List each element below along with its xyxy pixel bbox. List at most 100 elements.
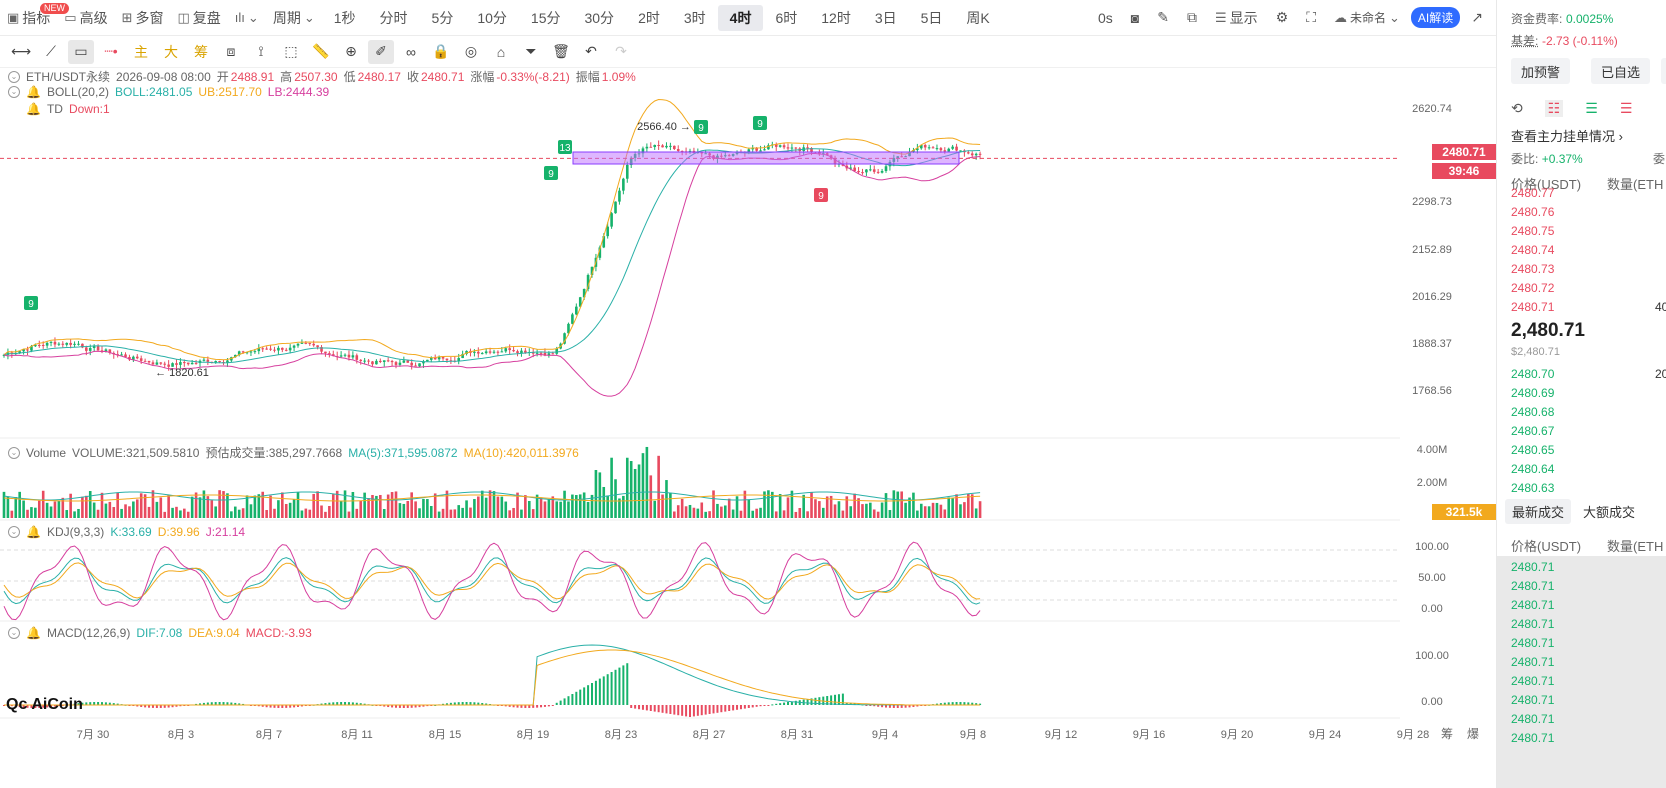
- ruler-icon[interactable]: 📏: [312, 43, 330, 59]
- countdown-toggle[interactable]: 0s: [1097, 9, 1113, 26]
- fullscreen-icon[interactable]: ⛶: [1306, 9, 1316, 25]
- rectangle-icon[interactable]: ▭: [68, 39, 94, 64]
- bid-row[interactable]: 2480.68: [1511, 405, 1555, 419]
- tab-large-trades[interactable]: 大额成交: [1583, 504, 1636, 520]
- pen-icon[interactable]: ✎: [1157, 9, 1169, 25]
- zoom-in-icon[interactable]: ⊕: [345, 43, 357, 59]
- volume-bar: [614, 479, 617, 518]
- period-tab[interactable]: 分时: [379, 9, 408, 26]
- bid-row[interactable]: 2480.69: [1511, 386, 1555, 400]
- compare-icon[interactable]: ⧈: [226, 43, 236, 59]
- watchlist-button[interactable]: 已自选: [1591, 58, 1651, 84]
- macd-histogram-bar: [398, 705, 401, 708]
- hide-icon[interactable]: ◎: [464, 43, 478, 59]
- period-tab[interactable]: 4时: [717, 4, 764, 31]
- magnet-icon[interactable]: ✐: [368, 39, 394, 64]
- large-order-toggle[interactable]: 大: [164, 43, 178, 60]
- macd-histogram-bar: [167, 705, 170, 708]
- collapse-icon[interactable]: ⌄: [8, 70, 20, 83]
- book-combined-icon[interactable]: ☷: [1544, 100, 1564, 117]
- volume-bar: [190, 496, 194, 518]
- book-bids-icon[interactable]: ☰: [1585, 100, 1598, 116]
- horizontal-line-icon[interactable]: ⟷: [10, 43, 32, 59]
- ask-row[interactable]: 2480.74: [1511, 243, 1555, 257]
- copy-icon[interactable]: ⧉: [1186, 9, 1197, 25]
- link-icon[interactable]: ∞: [406, 43, 416, 60]
- share-icon[interactable]: ↗: [1471, 9, 1483, 25]
- period-tab[interactable]: 2时: [638, 9, 660, 26]
- layout-dropdown[interactable]: ☁ 未命名 ⌄: [1327, 5, 1407, 31]
- ask-row[interactable]: 2480.75: [1511, 224, 1555, 238]
- period-tab[interactable]: 30分: [584, 9, 615, 26]
- measure-icon[interactable]: ⟟: [258, 43, 264, 59]
- chart-area[interactable]: 2620.74 2298.73 2152.89 2016.29 1888.37 1768.…: [0, 68, 1496, 788]
- period-tab[interactable]: 12时: [821, 9, 851, 26]
- multi-window-button[interactable]: ⊞ 多窗: [115, 5, 171, 31]
- replay-button[interactable]: ◫ 复盘: [171, 5, 228, 31]
- ask-row[interactable]: 2480.72: [1511, 281, 1555, 295]
- book-asks-icon[interactable]: ☰: [1619, 100, 1633, 116]
- period-tab[interactable]: 10分: [477, 9, 507, 26]
- collapse-icon[interactable]: ⌄: [8, 86, 20, 98]
- indicators-button[interactable]: ▣ 指标 NEW: [0, 2, 69, 31]
- volume-bar: [955, 494, 958, 518]
- bid-row[interactable]: 2480.64: [1511, 462, 1555, 476]
- bid-row[interactable]: 2480.67: [1511, 424, 1555, 438]
- drawing-toolbar: ⟷ ⟋ ▭ ┈• 主 大 筹 ⧈ ⟟ ⬚ 📏 ⊕ ✐ ∞ 🔒 ◎ ⌂ ⏷ 🗑 ↶…: [0, 36, 1496, 68]
- add-alert-button[interactable]: 加预警: [1511, 58, 1571, 84]
- chart-canvas[interactable]: 2620.74 2298.73 2152.89 2016.29 1888.37 1768.…: [0, 68, 1496, 788]
- advanced-button[interactable]: ▭ 高级: [57, 5, 114, 31]
- collapse-icon[interactable]: ⌄: [8, 627, 20, 639]
- trend-line-icon[interactable]: ⟋: [46, 43, 56, 59]
- tag-icon[interactable]: ⌂: [496, 43, 506, 60]
- depth-link[interactable]: 查看主力挂单情况 ›: [1511, 126, 1623, 145]
- period-tab[interactable]: 周K: [966, 9, 990, 26]
- bid-row[interactable]: 2480.63: [1511, 481, 1555, 495]
- period-tab[interactable]: 1秒: [333, 9, 356, 26]
- tab-latest-trades[interactable]: 最新成交: [1505, 498, 1572, 524]
- collapse-icon[interactable]: ⌄: [8, 446, 20, 459]
- ask-row[interactable]: 2480.71: [1511, 300, 1555, 314]
- candle-body: [602, 236, 606, 248]
- select-icon[interactable]: ⬚: [284, 43, 298, 59]
- book-both-icon[interactable]: ⟲: [1511, 100, 1523, 116]
- ask-row[interactable]: 2480.77: [1511, 186, 1555, 200]
- bell-icon[interactable]: 🔔: [26, 525, 41, 539]
- period-dropdown[interactable]: 周期 ⌄: [266, 5, 322, 31]
- chip-toggle[interactable]: 筹: [194, 43, 208, 60]
- period-tab[interactable]: 5分: [431, 9, 454, 26]
- period-tab[interactable]: 3时: [683, 9, 706, 26]
- trash-icon[interactable]: 🗑: [552, 43, 570, 59]
- lock-icon[interactable]: 🔒: [432, 43, 450, 59]
- settings-icon[interactable]: ⚙: [1275, 9, 1289, 25]
- macd-histogram-bar: [324, 703, 327, 705]
- undo-icon[interactable]: ↶: [585, 43, 597, 59]
- ray-icon[interactable]: ┈•: [104, 43, 118, 59]
- macd-histogram-bar: [751, 705, 754, 708]
- redo-icon[interactable]: ↷: [615, 43, 627, 59]
- period-tab[interactable]: 3日: [874, 9, 897, 26]
- filter-icon[interactable]: ⏷: [525, 43, 537, 59]
- bid-row[interactable]: 2480.65: [1511, 443, 1555, 457]
- ai-interpret-button[interactable]: AI解读: [1410, 7, 1461, 28]
- main-force-toggle[interactable]: 主: [134, 43, 148, 60]
- kdj-k-line: [3, 557, 981, 605]
- chart-type-button[interactable]: ılı ⌄: [228, 5, 266, 31]
- period-tab[interactable]: 15分: [530, 9, 561, 26]
- period-tab[interactable]: 6时: [775, 9, 798, 26]
- period-tab[interactable]: 5日: [920, 9, 943, 26]
- display-button[interactable]: ☰ 显示: [1208, 5, 1265, 31]
- more-button[interactable]: [1661, 58, 1666, 84]
- candle-body: [586, 275, 590, 289]
- ask-row[interactable]: 2480.73: [1511, 262, 1555, 276]
- collapse-icon[interactable]: ⌄: [8, 526, 20, 538]
- macd-histogram-bar: [877, 705, 880, 707]
- bid-row[interactable]: 2480.70: [1511, 367, 1555, 381]
- macd-histogram-bar: [234, 702, 237, 705]
- bell-icon[interactable]: 🔔: [26, 85, 41, 99]
- volume-bar: [335, 490, 339, 518]
- bell-icon[interactable]: 🔔: [26, 626, 41, 640]
- camera-icon[interactable]: ◙: [1130, 9, 1140, 26]
- bell-icon[interactable]: 🔔: [26, 102, 41, 116]
- ask-row[interactable]: 2480.76: [1511, 205, 1555, 219]
